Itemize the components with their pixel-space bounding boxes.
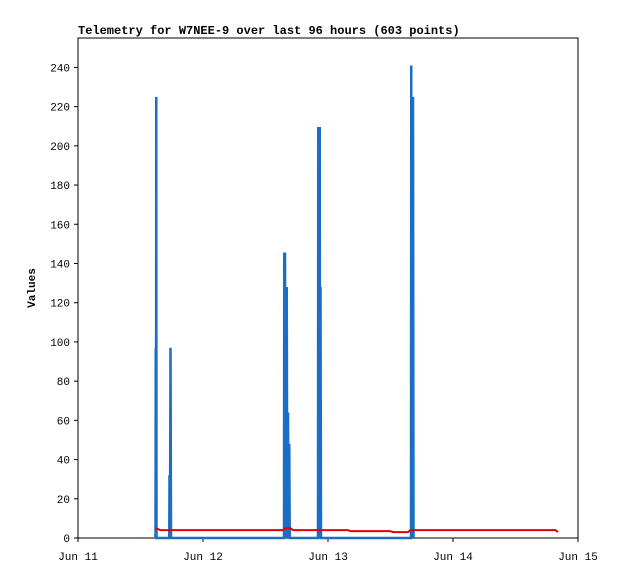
y-tick-label: 60 [57,416,70,428]
x-tick-label: Jun 13 [308,552,348,564]
chart-title: Telemetry for W7NEE-9 over last 96 hours… [78,24,460,38]
series-line [154,65,415,540]
y-tick-label: 120 [50,299,70,311]
series-line [155,527,559,534]
y-tick-label: 240 [50,63,70,75]
x-tick-label: Jun 14 [433,552,473,564]
x-tick-label: Jun 11 [58,552,98,564]
x-tick-label: Jun 12 [183,552,223,564]
y-tick-label: 20 [57,495,70,507]
x-tick-label: Jun 15 [558,552,598,564]
y-tick-label: 180 [50,181,70,193]
y-tick-label: 80 [57,377,70,389]
y-tick-label: 140 [50,259,70,271]
y-tick-label: 220 [50,103,70,115]
y-tick-label: 100 [50,338,70,350]
y-axis-label: Values [27,268,39,308]
y-tick-label: 160 [50,220,70,232]
y-tick-label: 0 [63,534,70,546]
plot-frame [77,37,579,539]
y-tick-label: 40 [57,456,70,468]
y-tick-label: 200 [50,142,70,154]
